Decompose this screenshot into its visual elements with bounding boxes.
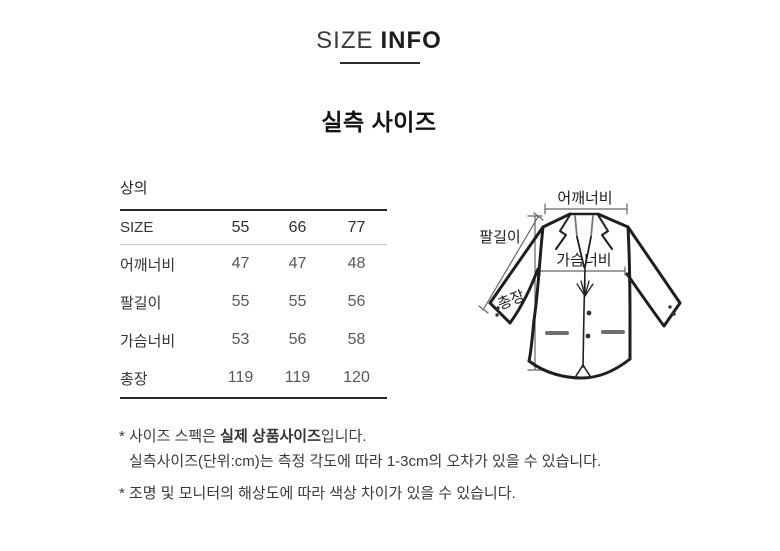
diagram-label-chest: 가슴너비 — [556, 252, 612, 269]
cell-value: 55 — [231, 293, 250, 310]
page-title: SIZE INFO — [0, 27, 769, 55]
note-line-2: 실측사이즈(단위:cm)는 측정 각도에 따라 1-3cm의 오차가 있을 수 … — [129, 453, 602, 470]
cell-value: 119 — [284, 369, 311, 386]
table-row-chest: 가슴너비 53 56 58 — [120, 321, 387, 359]
jacket-measurement-diagram: 어깨너비 팔길이 가슴너비 총장 — [468, 170, 728, 420]
table-row-shoulder: 어깨너비 47 47 48 — [120, 245, 387, 284]
note-1-prefix: * 사이즈 스펙은 — [119, 428, 221, 445]
jacket-line-art — [478, 203, 682, 380]
cell-value: 53 — [231, 331, 250, 348]
note-1-suffix: 입니다. — [320, 428, 367, 445]
cell-value: 56 — [347, 293, 366, 310]
cell-value: 56 — [288, 331, 307, 348]
row-label: 어깨너비 — [120, 256, 176, 274]
cell-value: 47 — [231, 255, 250, 272]
cell-value: 48 — [347, 255, 366, 272]
row-label: 총장 — [120, 370, 148, 388]
column-header-77: 77 — [326, 210, 387, 245]
row-label: 팔길이 — [120, 294, 162, 312]
row-label: 가슴너비 — [120, 332, 176, 350]
cell-value: 119 — [227, 369, 254, 386]
column-header-55: 55 — [212, 210, 269, 245]
column-header-66: 66 — [269, 210, 326, 245]
footer-notes: * 사이즈 스펙은 실제 상품사이즈입니다. 실측사이즈(단위:cm)는 측정 … — [119, 427, 699, 503]
table-row-arm: 팔길이 55 55 56 — [120, 283, 387, 321]
diagram-label-shoulder: 어깨너비 — [557, 190, 613, 207]
cell-value: 58 — [347, 331, 366, 348]
cell-value: 55 — [288, 293, 307, 310]
table-header-row: SIZE 55 66 77 — [120, 210, 387, 245]
category-label: 상의 — [120, 180, 148, 197]
size-table: SIZE 55 66 77 어깨너비 47 47 48 팔길이 55 55 56 — [120, 209, 387, 399]
size-table-section: 상의 SIZE 55 66 77 어깨너비 47 47 48 팔 — [120, 180, 387, 399]
note-line-3: * 조명 및 모니터의 해상도에 따라 색상 차이가 있을 수 있습니다. — [119, 485, 516, 502]
cell-value: 120 — [343, 369, 370, 386]
note-line-1: * 사이즈 스펙은 실제 상품사이즈입니다. — [119, 427, 699, 446]
note-1-bold: 실제 상품사이즈 — [220, 428, 321, 445]
column-header-size: SIZE — [120, 210, 212, 245]
section-heading: 실측 사이즈 — [321, 109, 437, 135]
diagram-label-arm: 팔길이 — [479, 229, 521, 246]
cell-value: 47 — [288, 255, 307, 272]
page-title-regular: SIZE — [316, 27, 374, 54]
page-title-bold: INFO — [380, 27, 442, 54]
title-underline — [340, 62, 420, 64]
table-row-length: 총장 119 119 120 — [120, 359, 387, 398]
